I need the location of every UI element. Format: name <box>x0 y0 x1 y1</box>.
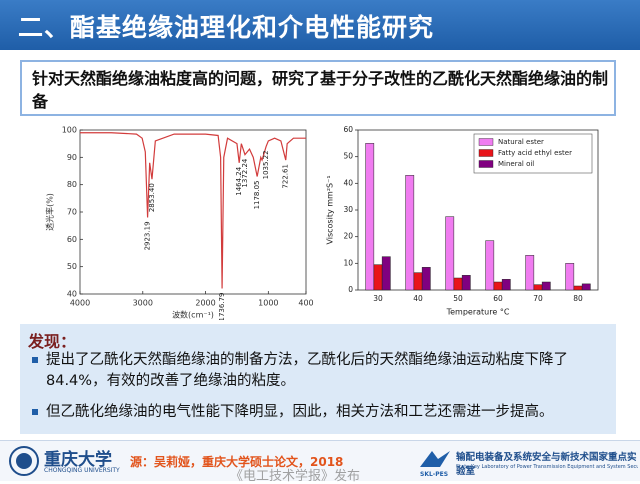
bar <box>493 281 503 291</box>
x-axis-label: Temperature °C <box>446 308 510 317</box>
bar <box>381 256 391 291</box>
bar <box>573 285 583 291</box>
legend-label: Mineral oil <box>498 160 534 168</box>
finding-text: 但乙酰化绝缘油的电气性能下降明显，因此，相关方法和工艺还需进一步提高。 <box>46 404 554 420</box>
x-tick-label: 70 <box>533 294 543 303</box>
slide-title: 二、酯基绝缘油理化和介电性能研究 <box>18 13 435 42</box>
legend-swatch <box>478 160 494 168</box>
bar <box>565 263 575 291</box>
peak-label: 2853.40 <box>148 183 156 212</box>
x-tick-label: 80 <box>573 294 583 303</box>
lab-logo <box>420 451 450 467</box>
bullet-icon <box>32 409 38 415</box>
y-tick-label: 50 <box>343 152 353 161</box>
x-axis-label: 波数(cm⁻¹) <box>172 310 214 320</box>
y-axis-label: 透光率(%) <box>45 193 55 231</box>
peak-label: 1035.22 <box>262 150 270 179</box>
viscosity-chart: 0 10 20 30 40 50 60 30 40 50 60 70 80 Temperature °C V… <box>318 124 608 320</box>
bar <box>445 216 455 291</box>
lab-abbr: SKL-PES <box>420 471 449 478</box>
bar <box>541 281 551 291</box>
y-axis-label: Viscosity mm²S⁻¹ <box>326 175 335 244</box>
legend-label: Fatty acid ethyl ester <box>498 149 572 157</box>
bar <box>525 255 535 291</box>
bar <box>421 267 431 291</box>
logo-ring <box>9 446 39 476</box>
university-logo <box>9 446 39 476</box>
legend-label: Natural ester <box>498 138 544 146</box>
finding-item: 提出了乙酰化天然酯绝缘油的制备方法，乙酰化后的天然酯绝缘油运动粘度下降了84.4… <box>32 350 604 392</box>
legend-swatch <box>478 138 494 146</box>
x-tick-label: 3000 <box>133 299 153 308</box>
peak-label: 722.61 <box>282 164 290 189</box>
finding-item: 但乙酰化绝缘油的电气性能下降明显，因此，相关方法和工艺还需进一步提高。 <box>32 402 604 423</box>
y-tick-label: 40 <box>67 290 77 299</box>
bar <box>365 143 375 291</box>
lab-name: 输配电装备及系统安全与新技术国家重点实验室 <box>456 452 637 477</box>
bar <box>461 275 471 291</box>
lab-logo-shape <box>420 451 450 467</box>
peak-label: 1372.24 <box>241 158 249 187</box>
peak-label: 1178.05 <box>253 180 261 209</box>
y-tick-label: 60 <box>343 125 353 134</box>
findings-box: 发现： 提出了乙酰化天然酯绝缘油的制备方法，乙酰化后的天然酯绝缘油运动粘度下降了… <box>20 324 616 434</box>
university-name: 重庆大学 <box>44 450 112 470</box>
y-tick-label: 10 <box>343 258 353 267</box>
bar <box>533 284 543 291</box>
x-tick-label: 30 <box>373 294 383 303</box>
y-tick-label: 90 <box>67 153 77 162</box>
x-tick-label: 40 <box>413 294 423 303</box>
bar <box>485 240 495 291</box>
y-tick-label: 100 <box>62 126 77 135</box>
intro-box: 针对天然酯绝缘油粘度高的问题，研究了基于分子改性的乙酰化天然酯绝缘油的制备 <box>20 60 616 116</box>
x-tick-label: 1000 <box>258 299 278 308</box>
chart-background <box>38 124 318 320</box>
peak-label: 1464.24 <box>235 166 243 195</box>
footer: 重庆大学 CHONGQING UNIVERSITY 源：吴莉娅，重庆大学硕士论文… <box>0 440 640 484</box>
peak-label: 1736.79 <box>218 293 226 320</box>
legend-box <box>473 133 593 174</box>
watermark: 《电工技术学报》发布 <box>230 469 361 484</box>
bullet-icon <box>32 357 38 363</box>
x-tick-label: 4000 <box>70 299 90 308</box>
y-tick-label: 70 <box>67 208 77 217</box>
y-tick-label: 80 <box>67 180 77 189</box>
y-tick-label: 40 <box>343 178 353 187</box>
x-tick-label: 400 <box>298 299 313 308</box>
finding-text: 提出了乙酰化天然酯绝缘油的制备方法，乙酰化后的天然酯绝缘油运动粘度下降了84.4… <box>46 352 568 389</box>
ir-spectrum-chart: 40 50 60 70 80 90 100 4000 3000 2000 1000 400 波数(cm⁻… <box>38 124 318 320</box>
bar <box>413 272 423 291</box>
bar <box>501 279 511 291</box>
logo-core <box>16 453 32 469</box>
peak-label: 2923.19 <box>144 221 152 250</box>
intro-text: 针对天然酯绝缘油粘度高的问题，研究了基于分子改性的乙酰化天然酯绝缘油的制备 <box>32 69 609 111</box>
y-tick-label: 20 <box>343 232 353 241</box>
x-tick-label: 50 <box>453 294 463 303</box>
y-tick-label: 0 <box>348 285 353 294</box>
y-tick-label: 30 <box>343 205 353 214</box>
y-tick-label: 50 <box>67 262 77 271</box>
lab-name-en: State Key Laboratory of Power Transmissi… <box>456 464 638 470</box>
findings-heading: 发现： <box>28 332 77 351</box>
header-bar: 二、酯基绝缘油理化和介电性能研究 <box>0 0 640 50</box>
source-note: 源：吴莉娅，重庆大学硕士论文，2018 <box>130 455 344 469</box>
bar <box>453 277 463 291</box>
university-name-en: CHONGQING UNIVERSITY <box>44 467 120 474</box>
y-tick-label: 60 <box>67 235 77 244</box>
x-tick-label: 2000 <box>195 299 215 308</box>
spectrum-line <box>80 132 306 289</box>
legend-swatch <box>478 149 494 157</box>
bar <box>373 264 383 291</box>
bar <box>581 283 591 291</box>
bar <box>405 175 415 291</box>
x-tick-label: 60 <box>493 294 503 303</box>
